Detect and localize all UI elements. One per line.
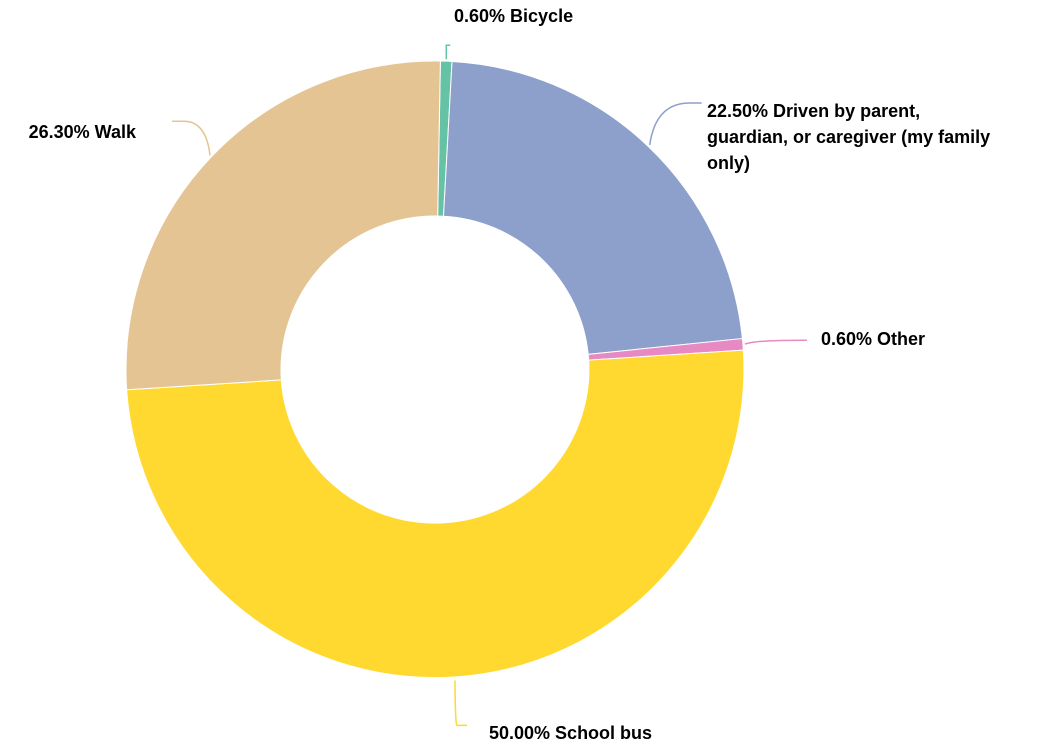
leader-line-other <box>744 339 807 345</box>
data-label-other: 0.60% Other <box>821 329 925 349</box>
data-label-line: guardian, or caregiver (my family <box>707 127 990 147</box>
slices-layer <box>125 60 745 679</box>
leader-line-bicycle <box>445 44 451 60</box>
slice-school-bus <box>126 349 745 679</box>
leader-line-walk <box>172 120 211 156</box>
data-label-line: 0.60% Other <box>821 329 925 349</box>
slice-driven-by <box>442 60 743 355</box>
data-label-line: 0.60% Bicycle <box>454 6 573 26</box>
data-label-driven-by: 22.50% Driven by parent, guardian, or car… <box>707 101 990 173</box>
leader-line-driven-by <box>648 102 702 146</box>
data-label-school-bus: 50.00% School bus <box>489 723 652 743</box>
leader-line-school-bus <box>454 680 467 727</box>
slice-walk <box>125 60 441 391</box>
data-label-line: 22.50% Driven by parent, <box>707 101 920 121</box>
data-label-bicycle: 0.60% Bicycle <box>454 6 573 26</box>
data-label-line: only) <box>707 153 750 173</box>
data-label-line: 50.00% School bus <box>489 723 652 743</box>
data-label-line: 26.30% Walk <box>29 122 137 142</box>
labels-layer: 0.60% Bicycle 22.50% Driven by parent, gua… <box>29 6 991 743</box>
data-label-walk: 26.30% Walk <box>29 122 137 142</box>
leader-lines-layer <box>172 44 807 727</box>
